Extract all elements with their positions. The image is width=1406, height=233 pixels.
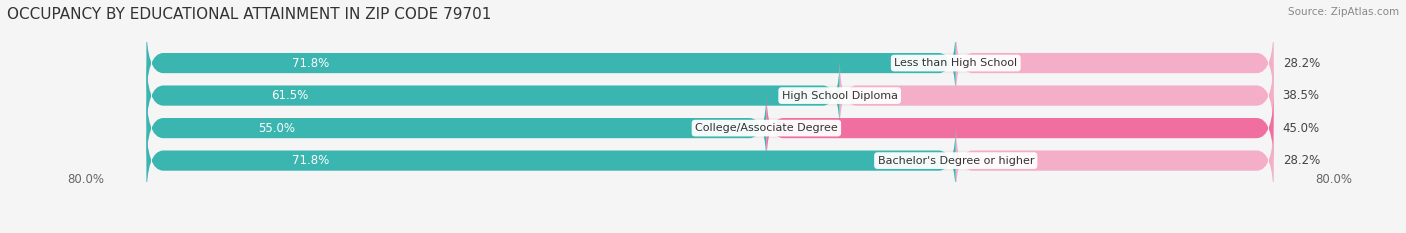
FancyBboxPatch shape (146, 89, 766, 167)
Text: 45.0%: 45.0% (1282, 122, 1320, 135)
Text: 71.8%: 71.8% (292, 57, 329, 70)
FancyBboxPatch shape (146, 24, 1274, 102)
FancyBboxPatch shape (766, 89, 1274, 167)
Text: 28.2%: 28.2% (1282, 57, 1320, 70)
FancyBboxPatch shape (146, 122, 956, 199)
FancyBboxPatch shape (839, 57, 1274, 134)
FancyBboxPatch shape (956, 122, 1274, 199)
Text: 80.0%: 80.0% (1316, 173, 1353, 186)
Text: College/Associate Degree: College/Associate Degree (695, 123, 838, 133)
Text: 28.2%: 28.2% (1282, 154, 1320, 167)
Text: 38.5%: 38.5% (1282, 89, 1320, 102)
FancyBboxPatch shape (146, 89, 1274, 167)
Text: Source: ZipAtlas.com: Source: ZipAtlas.com (1288, 7, 1399, 17)
FancyBboxPatch shape (146, 57, 839, 134)
Text: High School Diploma: High School Diploma (782, 91, 897, 101)
FancyBboxPatch shape (146, 57, 1274, 134)
Text: Less than High School: Less than High School (894, 58, 1018, 68)
Text: 71.8%: 71.8% (292, 154, 329, 167)
FancyBboxPatch shape (146, 122, 1274, 199)
Text: 61.5%: 61.5% (271, 89, 308, 102)
FancyBboxPatch shape (956, 24, 1274, 102)
Text: 80.0%: 80.0% (67, 173, 104, 186)
Text: 55.0%: 55.0% (259, 122, 295, 135)
Text: OCCUPANCY BY EDUCATIONAL ATTAINMENT IN ZIP CODE 79701: OCCUPANCY BY EDUCATIONAL ATTAINMENT IN Z… (7, 7, 492, 22)
Text: Bachelor's Degree or higher: Bachelor's Degree or higher (877, 156, 1033, 166)
FancyBboxPatch shape (146, 24, 956, 102)
